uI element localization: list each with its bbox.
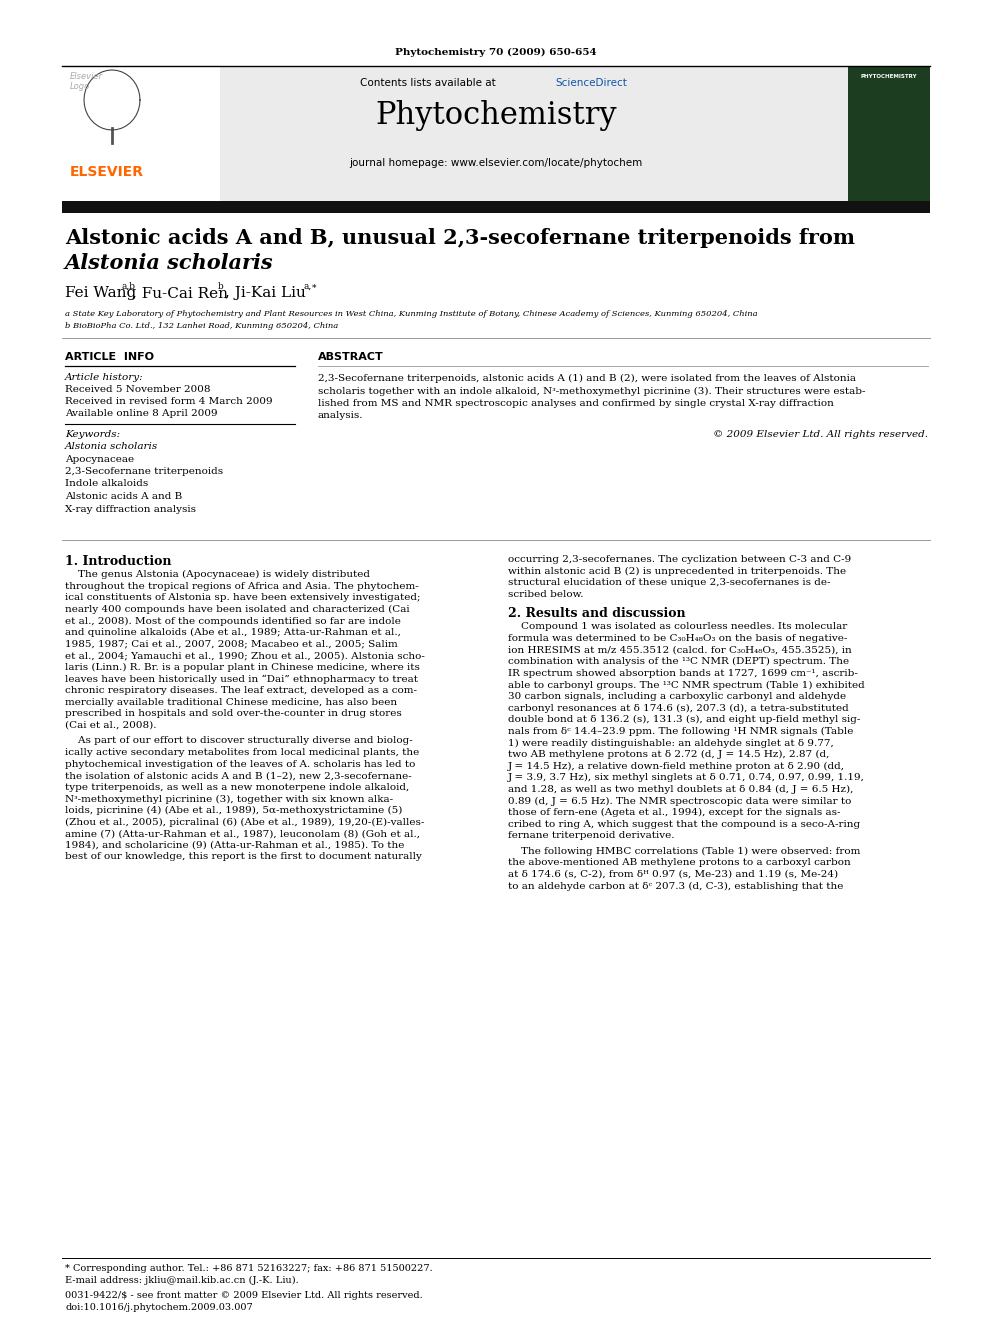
Text: Indole alkaloids: Indole alkaloids <box>65 479 148 488</box>
Text: PHYTOCHEMISTRY: PHYTOCHEMISTRY <box>861 74 918 79</box>
Bar <box>62 67 930 201</box>
Text: to an aldehyde carbon at δᶜ 207.3 (d, C-3), establishing that the: to an aldehyde carbon at δᶜ 207.3 (d, C-… <box>508 881 843 890</box>
Text: E-mail address: jkliu@mail.kib.ac.cn (J.-K. Liu).: E-mail address: jkliu@mail.kib.ac.cn (J.… <box>65 1275 299 1285</box>
Text: ically active secondary metabolites from local medicinal plants, the: ically active secondary metabolites from… <box>65 747 420 757</box>
Text: best of our knowledge, this report is the first to document naturally: best of our knowledge, this report is th… <box>65 852 422 861</box>
Text: Phytochemistry: Phytochemistry <box>375 101 617 131</box>
Text: a,∗: a,∗ <box>303 282 317 291</box>
Text: Alstonic acids A and B: Alstonic acids A and B <box>65 492 183 501</box>
Text: formula was determined to be C₃₀H₄₈O₃ on the basis of negative-: formula was determined to be C₃₀H₄₈O₃ on… <box>508 634 847 643</box>
Text: 2,3-Secofernane triterpenoids, alstonic acids A (1) and B (2), were isolated fro: 2,3-Secofernane triterpenoids, alstonic … <box>318 374 856 384</box>
Text: et al., 2008). Most of the compounds identified so far are indole: et al., 2008). Most of the compounds ide… <box>65 617 401 626</box>
Text: cribed to ring A, which suggest that the compound is a seco-A-ring: cribed to ring A, which suggest that the… <box>508 820 860 828</box>
Text: The genus Alstonia (Apocynaceae) is widely distributed: The genus Alstonia (Apocynaceae) is wide… <box>65 570 370 579</box>
Text: fernane triterpenoid derivative.: fernane triterpenoid derivative. <box>508 831 675 840</box>
Text: X-ray diffraction analysis: X-ray diffraction analysis <box>65 504 196 513</box>
Bar <box>848 67 930 201</box>
Text: and 1.28, as well as two methyl doublets at δ 0.84 (d, J = 6.5 Hz),: and 1.28, as well as two methyl doublets… <box>508 785 853 794</box>
Text: scribed below.: scribed below. <box>508 590 583 599</box>
Text: ScienceDirect: ScienceDirect <box>555 78 627 89</box>
Text: As part of our effort to discover structurally diverse and biolog-: As part of our effort to discover struct… <box>65 737 413 745</box>
Text: Fei Wang: Fei Wang <box>65 286 136 300</box>
Text: double bond at δ 136.2 (s), 131.3 (s), and eight up-field methyl sig-: double bond at δ 136.2 (s), 131.3 (s), a… <box>508 716 860 724</box>
Text: 0.89 (d, J = 6.5 Hz). The NMR spectroscopic data were similar to: 0.89 (d, J = 6.5 Hz). The NMR spectrosco… <box>508 796 851 806</box>
Text: able to carbonyl groups. The ¹³C NMR spectrum (Table 1) exhibited: able to carbonyl groups. The ¹³C NMR spe… <box>508 680 865 689</box>
Text: Alstonic acids A and B, unusual 2,3-secofernane triterpenoids from: Alstonic acids A and B, unusual 2,3-seco… <box>65 228 862 247</box>
Text: nals from δᶜ 14.4–23.9 ppm. The following ¹H NMR signals (Table: nals from δᶜ 14.4–23.9 ppm. The followin… <box>508 726 853 736</box>
Text: Alstonia scholaris: Alstonia scholaris <box>65 442 159 451</box>
Text: journal homepage: www.elsevier.com/locate/phytochem: journal homepage: www.elsevier.com/locat… <box>349 157 643 168</box>
Text: Nᶟ-methoxymethyl picrinine (3), together with six known alka-: Nᶟ-methoxymethyl picrinine (3), together… <box>65 794 393 803</box>
Text: Apocynaceae: Apocynaceae <box>65 455 134 463</box>
Text: b: b <box>218 282 224 291</box>
Text: prescribed in hospitals and sold over-the-counter in drug stores: prescribed in hospitals and sold over-th… <box>65 709 402 718</box>
Text: © 2009 Elsevier Ltd. All rights reserved.: © 2009 Elsevier Ltd. All rights reserved… <box>713 430 928 439</box>
Text: 1. Introduction: 1. Introduction <box>65 556 172 568</box>
Text: 1) were readily distinguishable: an aldehyde singlet at δ 9.77,: 1) were readily distinguishable: an alde… <box>508 738 833 747</box>
Text: (Zhou et al., 2005), picralinal (6) (Abe et al., 1989), 19,20-(E)-valles-: (Zhou et al., 2005), picralinal (6) (Abe… <box>65 818 425 827</box>
Text: type triterpenoids, as well as a new monoterpene indole alkaloid,: type triterpenoids, as well as a new mon… <box>65 783 410 791</box>
Text: nearly 400 compounds have been isolated and characterized (Cai: nearly 400 compounds have been isolated … <box>65 605 410 614</box>
Text: Available online 8 April 2009: Available online 8 April 2009 <box>65 409 217 418</box>
Text: 2. Results and discussion: 2. Results and discussion <box>508 607 685 620</box>
Text: ELSEVIER: ELSEVIER <box>70 165 144 179</box>
Text: (Cai et al., 2008).: (Cai et al., 2008). <box>65 721 157 730</box>
Bar <box>62 67 220 201</box>
Text: at δ 174.6 (s, C-2), from δᴴ 0.97 (s, Me-23) and 1.19 (s, Me-24): at δ 174.6 (s, C-2), from δᴴ 0.97 (s, Me… <box>508 871 838 878</box>
Text: a State Key Laboratory of Phytochemistry and Plant Resources in West China, Kunm: a State Key Laboratory of Phytochemistry… <box>65 310 758 318</box>
Text: Alstonia scholaris: Alstonia scholaris <box>65 253 274 273</box>
Text: J = 3.9, 3.7 Hz), six methyl singlets at δ 0.71, 0.74, 0.97, 0.99, 1.19,: J = 3.9, 3.7 Hz), six methyl singlets at… <box>508 773 865 782</box>
Bar <box>62 201 930 213</box>
Text: 2,3-Secofernane triterpenoids: 2,3-Secofernane triterpenoids <box>65 467 223 476</box>
Text: Keywords:: Keywords: <box>65 430 120 439</box>
Text: carbonyl resonances at δ 174.6 (s), 207.3 (d), a tetra-substituted: carbonyl resonances at δ 174.6 (s), 207.… <box>508 704 849 713</box>
Text: two AB methylene protons at δ 2.72 (d, J = 14.5 Hz), 2.87 (d,: two AB methylene protons at δ 2.72 (d, J… <box>508 750 829 759</box>
Text: and quinoline alkaloids (Abe et al., 1989; Atta-ur-Rahman et al.,: and quinoline alkaloids (Abe et al., 198… <box>65 628 401 638</box>
Text: lished from MS and NMR spectroscopic analyses and confirmed by single crystal X-: lished from MS and NMR spectroscopic ana… <box>318 400 834 407</box>
Text: occurring 2,3-secofernanes. The cyclization between C-3 and C-9: occurring 2,3-secofernanes. The cyclizat… <box>508 556 851 564</box>
Text: ical constituents of Alstonia sp. have been extensively investigated;: ical constituents of Alstonia sp. have b… <box>65 593 421 602</box>
Text: 30 carbon signals, including a carboxylic carbonyl and aldehyde: 30 carbon signals, including a carboxyli… <box>508 692 846 701</box>
Text: 1984), and scholaricine (9) (Atta-ur-Rahman et al., 1985). To the: 1984), and scholaricine (9) (Atta-ur-Rah… <box>65 841 405 849</box>
Text: the above-mentioned AB methylene protons to a carboxyl carbon: the above-mentioned AB methylene protons… <box>508 859 851 868</box>
Text: Compound 1 was isolated as colourless needles. Its molecular: Compound 1 was isolated as colourless ne… <box>508 622 847 631</box>
Text: The following HMBC correlations (Table 1) were observed: from: The following HMBC correlations (Table 1… <box>508 847 860 856</box>
Text: the isolation of alstonic acids A and B (1–2), new 2,3-secofernane-: the isolation of alstonic acids A and B … <box>65 771 412 781</box>
Text: ion HRESIMS at m/z 455.3512 (calcd. for C₃₀H₄₈O₃, 455.3525), in: ion HRESIMS at m/z 455.3512 (calcd. for … <box>508 646 852 655</box>
Text: Article history:: Article history: <box>65 373 144 382</box>
Text: leaves have been historically used in “Dai” ethnopharmacy to treat: leaves have been historically used in “D… <box>65 675 418 684</box>
Text: 0031-9422/$ - see front matter © 2009 Elsevier Ltd. All rights reserved.: 0031-9422/$ - see front matter © 2009 El… <box>65 1291 423 1301</box>
Text: Contents lists available at: Contents lists available at <box>360 78 499 89</box>
Text: Phytochemistry 70 (2009) 650-654: Phytochemistry 70 (2009) 650-654 <box>395 48 597 57</box>
Text: , Ji-Kai Liu: , Ji-Kai Liu <box>225 286 306 300</box>
Text: , Fu-Cai Ren: , Fu-Cai Ren <box>132 286 228 300</box>
Text: phytochemical investigation of the leaves of A. scholaris has led to: phytochemical investigation of the leave… <box>65 759 416 769</box>
Text: * Corresponding author. Tel.: +86 871 52163227; fax: +86 871 51500227.: * Corresponding author. Tel.: +86 871 52… <box>65 1263 433 1273</box>
Text: chronic respiratory diseases. The leaf extract, developed as a com-: chronic respiratory diseases. The leaf e… <box>65 687 417 695</box>
Text: ABSTRACT: ABSTRACT <box>318 352 384 363</box>
Text: analysis.: analysis. <box>318 411 363 421</box>
Text: those of fern-ene (Ageta et al., 1994), except for the signals as-: those of fern-ene (Ageta et al., 1994), … <box>508 808 840 818</box>
Text: Received 5 November 2008: Received 5 November 2008 <box>65 385 210 394</box>
Text: Elsevier
Logo: Elsevier Logo <box>70 71 103 91</box>
Text: b BioBioPha Co. Ltd., 132 Lanhei Road, Kunming 650204, China: b BioBioPha Co. Ltd., 132 Lanhei Road, K… <box>65 321 338 329</box>
Text: laris (Linn.) R. Br. is a popular plant in Chinese medicine, where its: laris (Linn.) R. Br. is a popular plant … <box>65 663 420 672</box>
Text: Received in revised form 4 March 2009: Received in revised form 4 March 2009 <box>65 397 273 406</box>
Text: structural elucidation of these unique 2,3-secofernanes is de-: structural elucidation of these unique 2… <box>508 578 830 587</box>
Text: ARTICLE  INFO: ARTICLE INFO <box>65 352 154 363</box>
Text: a,b: a,b <box>122 282 136 291</box>
Text: throughout the tropical regions of Africa and Asia. The phytochem-: throughout the tropical regions of Afric… <box>65 582 419 590</box>
Text: loids, picrinine (4) (Abe et al., 1989), 5α-methoxystrictamine (5): loids, picrinine (4) (Abe et al., 1989),… <box>65 806 403 815</box>
Text: doi:10.1016/j.phytochem.2009.03.007: doi:10.1016/j.phytochem.2009.03.007 <box>65 1303 253 1312</box>
Text: IR spectrum showed absorption bands at 1727, 1699 cm⁻¹, ascrib-: IR spectrum showed absorption bands at 1… <box>508 669 858 677</box>
Text: amine (7) (Atta-ur-Rahman et al., 1987), leuconolam (8) (Goh et al.,: amine (7) (Atta-ur-Rahman et al., 1987),… <box>65 830 420 839</box>
Text: J = 14.5 Hz), a relative down-field methine proton at δ 2.90 (dd,: J = 14.5 Hz), a relative down-field meth… <box>508 762 845 771</box>
Text: et al., 2004; Yamauchi et al., 1990; Zhou et al., 2005). Alstonia scho-: et al., 2004; Yamauchi et al., 1990; Zho… <box>65 651 425 660</box>
Text: scholaris together with an indole alkaloid, Nᶟ-methoxymethyl picrinine (3). Thei: scholaris together with an indole alkalo… <box>318 386 865 396</box>
Text: mercially available traditional Chinese medicine, has also been: mercially available traditional Chinese … <box>65 697 397 706</box>
Text: within alstonic acid B (2) is unprecedented in triterpenoids. The: within alstonic acid B (2) is unpreceden… <box>508 566 846 576</box>
Text: combination with analysis of the ¹³C NMR (DEPT) spectrum. The: combination with analysis of the ¹³C NMR… <box>508 658 849 667</box>
Text: 1985, 1987; Cai et al., 2007, 2008; Macabeo et al., 2005; Salim: 1985, 1987; Cai et al., 2007, 2008; Maca… <box>65 639 398 648</box>
